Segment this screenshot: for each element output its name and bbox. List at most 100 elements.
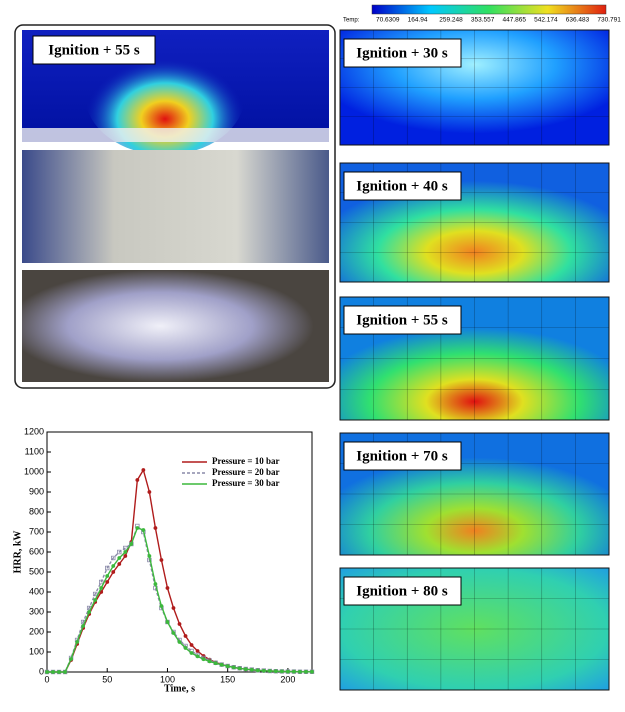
- y-tick-label: 0: [39, 666, 44, 676]
- colorbar-tick-label: 259.248: [439, 17, 463, 24]
- data-point: [123, 550, 128, 554]
- data-point: [117, 556, 122, 560]
- panel-label: Ignition + 70 s: [356, 448, 448, 464]
- data-point: [189, 643, 194, 647]
- data-point: [111, 570, 116, 574]
- data-point: [153, 526, 158, 530]
- data-point: [243, 667, 248, 672]
- y-tick-label: 1100: [25, 446, 44, 456]
- data-point: [231, 665, 236, 670]
- data-point: [237, 666, 242, 671]
- data-point: [267, 669, 272, 673]
- data-point: [165, 620, 170, 624]
- colorbar-tick-label: 542.174: [534, 17, 558, 24]
- data-point: [93, 598, 98, 602]
- y-tick-label: 900: [29, 486, 44, 496]
- data-point: [292, 669, 296, 674]
- panel-label: Ignition + 30 s: [356, 45, 448, 61]
- fire-photo: [22, 270, 329, 382]
- data-point: [117, 549, 122, 555]
- x-tick-label: 50: [102, 674, 112, 684]
- data-point: [219, 662, 224, 667]
- data-point: [147, 554, 152, 558]
- panel-label: Ignition + 55 s: [48, 42, 140, 58]
- data-point: [255, 668, 260, 673]
- data-point: [165, 586, 170, 590]
- data-point: [69, 657, 73, 661]
- data-point: [147, 490, 152, 494]
- data-point: [213, 661, 218, 666]
- y-tick-label: 1000: [24, 466, 44, 476]
- colorbar: [371, 4, 607, 15]
- data-point: [195, 654, 200, 659]
- data-point: [99, 586, 104, 590]
- x-axis-label: Time, s: [164, 683, 195, 694]
- panel-label: Ignition + 80 s: [356, 583, 448, 599]
- data-point: [105, 565, 110, 571]
- legend-label: Pressure = 30 bar: [212, 478, 280, 488]
- legend-label: Pressure = 20 bar: [212, 467, 280, 477]
- x-tick-label: 100: [160, 674, 175, 684]
- thermal-flame: [85, 35, 245, 155]
- y-tick-label: 500: [29, 566, 44, 576]
- data-point: [63, 670, 67, 674]
- data-point: [304, 669, 308, 674]
- data-point: [117, 562, 122, 566]
- data-point: [225, 664, 230, 669]
- y-tick-label: 700: [29, 526, 44, 536]
- x-tick-label: 200: [280, 674, 295, 684]
- y-tick-label: 600: [29, 546, 44, 556]
- data-point: [207, 659, 212, 664]
- data-point: [171, 631, 176, 635]
- data-point: [81, 624, 86, 628]
- data-point: [310, 669, 314, 674]
- colorbar-tick-label: 70.6309: [376, 17, 400, 24]
- data-point: [171, 606, 176, 610]
- data-point: [177, 640, 182, 644]
- label-box: [343, 441, 462, 471]
- data-point: [123, 545, 128, 551]
- data-point: [153, 582, 158, 586]
- data-point: [51, 670, 55, 674]
- data-point: [75, 640, 80, 644]
- data-point: [273, 669, 278, 674]
- y-tick-label: 400: [29, 586, 44, 596]
- data-point: [249, 667, 254, 672]
- label-box: [343, 38, 462, 68]
- fire-photo: [22, 150, 329, 263]
- data-point: [201, 657, 206, 662]
- colorbar-tick-label: 730.791: [597, 17, 621, 24]
- label-box: [32, 35, 156, 65]
- data-point: [57, 670, 61, 674]
- data-point: [135, 526, 140, 530]
- x-tick-label: 0: [44, 674, 49, 684]
- data-point: [99, 579, 104, 585]
- data-point: [135, 478, 140, 482]
- data-line: [47, 527, 312, 673]
- data-point: [129, 542, 134, 546]
- legend-label: Pressure = 10 bar: [212, 456, 280, 466]
- data-point: [261, 668, 266, 673]
- label-box: [343, 576, 462, 606]
- data-line: [47, 524, 312, 673]
- colorbar-tick-label: 353.557: [471, 17, 495, 24]
- data-point: [111, 555, 116, 561]
- colorbar-tick-label: 636.483: [566, 17, 590, 24]
- data-point: [105, 574, 110, 578]
- y-axis-label: HRR, kW: [12, 531, 23, 574]
- x-tick-label: 150: [220, 674, 235, 684]
- y-tick-label: 800: [29, 506, 44, 516]
- data-point: [45, 670, 49, 674]
- panel-label: Ignition + 55 s: [356, 312, 448, 328]
- y-tick-label: 200: [29, 626, 44, 636]
- data-point: [105, 580, 110, 584]
- data-point: [177, 622, 182, 626]
- data-point: [159, 604, 164, 608]
- label-box: [343, 305, 462, 335]
- data-point: [298, 669, 302, 674]
- data-point: [183, 646, 188, 650]
- data-point: [183, 634, 188, 638]
- colorbar-label: Temp:: [343, 18, 360, 24]
- data-point: [141, 528, 146, 532]
